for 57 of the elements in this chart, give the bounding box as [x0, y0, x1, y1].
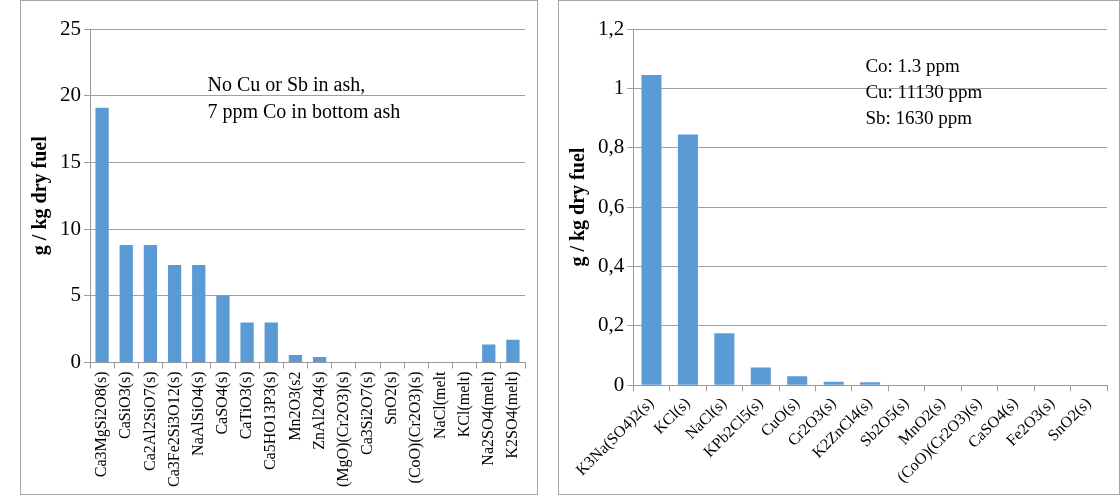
- y-tick-label: 0,8: [598, 134, 625, 159]
- y-tick-label: 0: [70, 348, 81, 373]
- x-tick-label: CaSO4(s): [213, 371, 232, 435]
- bar: [288, 355, 303, 362]
- x-tick-label: (CoO)(Cr2O3)(s): [406, 371, 425, 484]
- bar: [787, 376, 808, 385]
- x-tick-label: Mn2O3(s2: [285, 371, 304, 441]
- bar: [312, 357, 327, 362]
- annotation: Cu: 11130 ppm: [865, 80, 983, 102]
- y-tick-label: 0: [613, 371, 625, 396]
- bar: [506, 339, 520, 362]
- y-tick-label: 1,2: [598, 15, 625, 40]
- annotation: Co: 1.3 ppm: [865, 54, 961, 76]
- bar: [823, 381, 844, 385]
- y-tick-label: 0,4: [598, 253, 625, 278]
- annotation: No Cu or Sb in ash,: [207, 72, 366, 95]
- bar: [167, 265, 182, 362]
- x-tick-label: CaSiO3(s): [116, 371, 135, 440]
- y-tick-label: 0,2: [598, 312, 625, 337]
- y-tick-label: 0,6: [598, 193, 625, 218]
- bar: [240, 322, 254, 362]
- y-tick-label: 1: [613, 74, 625, 99]
- bar: [264, 322, 278, 362]
- bar: [750, 367, 771, 385]
- y-axis-title: g / kg dry fuel: [566, 147, 590, 267]
- x-tick-label: NaAlSiO4(s): [188, 371, 207, 456]
- annotation: Sb: 1630 ppm: [865, 106, 973, 128]
- x-tick-label: KCl(melt): [454, 371, 473, 438]
- x-tick-label: Na2SO4(melt): [478, 371, 497, 466]
- bar: [677, 134, 698, 385]
- y-tick-label: 5: [70, 282, 81, 307]
- y-tick-label: 25: [60, 15, 81, 40]
- annotation: 7 ppm Co in bottom ash: [207, 99, 401, 123]
- bar: [714, 333, 735, 385]
- x-tick-label: NaCl(melt: [430, 370, 449, 439]
- x-tick-label: Ca3Fe2Si3O12(s): [164, 371, 183, 488]
- x-tick-label: Ca5HO13P3(s): [261, 371, 280, 471]
- y-tick-label: 15: [60, 148, 81, 173]
- x-tick-label: SnO2(s): [382, 371, 401, 425]
- y-axis-title: g / kg dry fuel: [28, 135, 52, 256]
- x-tick-label: ZnAl2O4(s): [309, 371, 328, 450]
- x-tick-label: Ca2Al2SiO7(s): [140, 371, 159, 472]
- y-tick-label: 20: [60, 82, 81, 107]
- bar: [216, 295, 230, 362]
- bar: [192, 265, 206, 362]
- x-tick-label: Ca3MgSi2O8(s): [92, 371, 111, 478]
- bar: [143, 245, 158, 362]
- bar: [482, 344, 496, 362]
- bar: [95, 107, 109, 362]
- y-tick-label: 10: [60, 215, 81, 240]
- x-tick-label: (MgO)(Cr2O3)(s): [333, 371, 352, 487]
- x-tick-label: CaTiO3(s): [237, 371, 256, 440]
- x-tick-label: K2SO4(melt): [503, 371, 522, 459]
- bar: [860, 382, 881, 385]
- x-tick-label: Ca3Si2O7(s): [358, 371, 377, 456]
- bar: [641, 75, 662, 385]
- bar: [119, 245, 133, 362]
